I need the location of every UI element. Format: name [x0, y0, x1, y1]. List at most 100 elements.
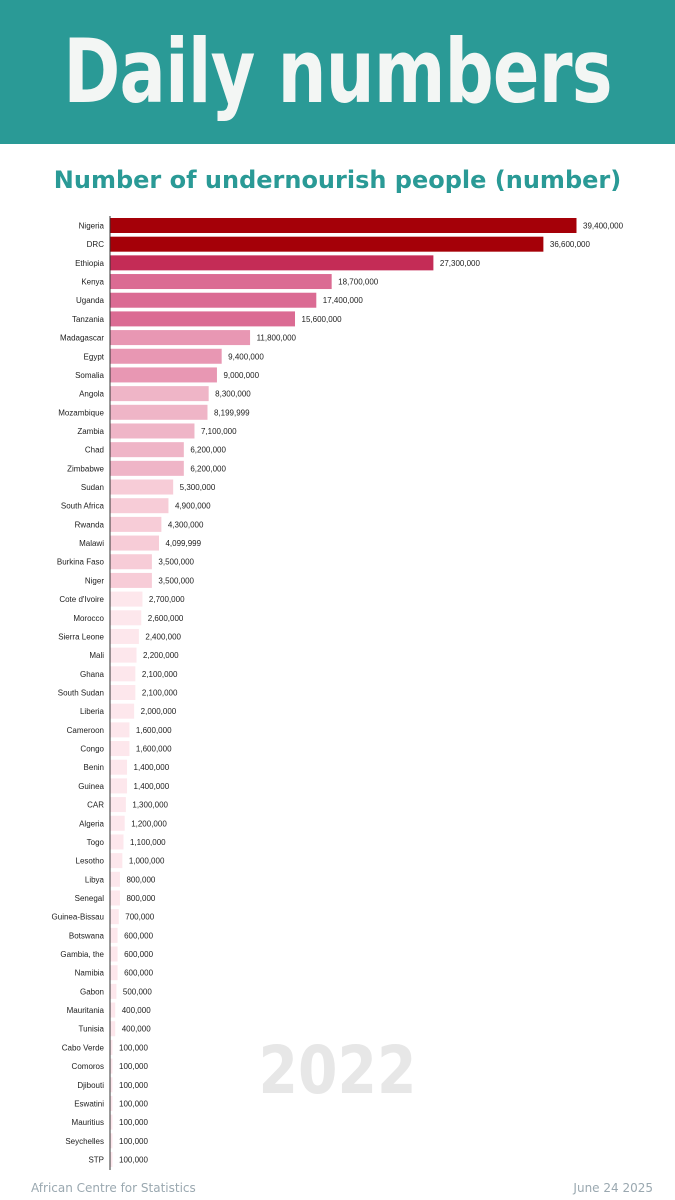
category-label: Niger — [85, 576, 104, 585]
category-label: Madagascar — [60, 334, 104, 343]
category-label: Zambia — [77, 427, 104, 436]
value-label: 9,000,000 — [223, 371, 259, 380]
bar — [110, 666, 136, 682]
value-label: 8,300,000 — [215, 390, 251, 399]
bar — [110, 498, 169, 514]
category-label: Angola — [79, 390, 104, 399]
value-label: 7,100,000 — [201, 427, 237, 436]
bar — [110, 1152, 113, 1167]
value-label: 5,300,000 — [180, 483, 216, 492]
category-label: Morocco — [73, 614, 104, 623]
category-label: Seychelles — [65, 1137, 104, 1146]
bar — [110, 1114, 113, 1130]
value-label: 11,800,000 — [257, 334, 297, 343]
value-label: 800,000 — [126, 875, 155, 884]
category-label: CAR — [87, 801, 104, 810]
bar — [110, 535, 159, 551]
value-label: 6,200,000 — [190, 464, 226, 473]
bar — [110, 572, 152, 588]
bar — [110, 628, 139, 644]
value-label: 1,400,000 — [134, 763, 170, 772]
category-label: Senegal — [75, 894, 105, 903]
category-label: Cote d'Ivoire — [59, 595, 104, 604]
bar — [110, 292, 317, 308]
bar — [110, 255, 434, 271]
value-label: 500,000 — [123, 987, 152, 996]
bar — [110, 1095, 113, 1111]
bar — [110, 741, 130, 757]
value-label: 600,000 — [124, 950, 153, 959]
value-label: 100,000 — [119, 1137, 148, 1146]
category-label: Ethiopia — [75, 259, 104, 268]
category-label: Egypt — [84, 352, 105, 361]
bar — [110, 386, 209, 402]
category-label: Tunisia — [79, 1025, 105, 1034]
bar — [110, 479, 174, 495]
category-label: Zimbabwe — [67, 464, 104, 473]
category-label: Libya — [85, 875, 105, 884]
bar — [110, 722, 130, 738]
bar — [110, 834, 124, 850]
bar-chart: Nigeria 39,400,000 DRC 36,600,000 Ethiopia 27… — [52, 216, 624, 1170]
category-label: Malawi — [79, 539, 104, 548]
value-label: 18,700,000 — [338, 278, 379, 287]
category-label: Botswana — [69, 931, 105, 940]
value-label: 17,400,000 — [323, 296, 364, 305]
category-label: Tanzania — [72, 315, 105, 324]
value-label: 400,000 — [122, 1006, 151, 1015]
bar — [110, 1039, 113, 1055]
bar — [110, 460, 184, 476]
category-label: Benin — [84, 763, 104, 772]
value-label: 8,199,999 — [214, 408, 250, 417]
value-label: 100,000 — [119, 1062, 148, 1071]
value-label: 800,000 — [126, 894, 155, 903]
category-label: STP — [88, 1156, 104, 1165]
category-label: Rwanda — [75, 520, 105, 529]
category-label: Gabon — [80, 987, 104, 996]
category-label: DRC — [87, 240, 105, 249]
page-title: Daily numbers — [63, 20, 612, 123]
value-label: 3,500,000 — [158, 558, 194, 567]
category-label: Lesotho — [76, 857, 105, 866]
value-label: 2,600,000 — [148, 614, 184, 623]
category-label: Somalia — [75, 371, 104, 380]
value-label: 4,300,000 — [168, 520, 204, 529]
value-label: 2,700,000 — [149, 595, 185, 604]
publish-date: June 24 2025 — [573, 1181, 653, 1195]
bar — [110, 404, 208, 420]
bar — [110, 311, 296, 327]
category-label: Togo — [87, 838, 105, 847]
bar — [110, 871, 120, 887]
bar — [110, 647, 137, 663]
category-label: Mozambique — [58, 408, 104, 417]
value-label: 1,600,000 — [136, 726, 172, 735]
value-label: 1,200,000 — [131, 819, 167, 828]
category-label: South Africa — [61, 502, 105, 511]
value-label: 2,200,000 — [143, 651, 179, 660]
value-label: 1,100,000 — [130, 838, 166, 847]
value-label: 100,000 — [119, 1081, 148, 1090]
bar — [110, 965, 118, 981]
bar — [110, 909, 119, 925]
category-label: Gambia, the — [60, 950, 104, 959]
bar — [110, 815, 125, 831]
chart-title: Number of undernourish people (number) — [53, 166, 622, 194]
category-label: Namibia — [75, 969, 105, 978]
value-label: 400,000 — [122, 1025, 151, 1034]
category-label: Sierra Leone — [58, 632, 104, 641]
bar — [110, 983, 117, 999]
value-label: 1,000,000 — [129, 857, 165, 866]
bar — [110, 236, 544, 252]
value-label: 1,300,000 — [132, 801, 168, 810]
value-label: 100,000 — [119, 1118, 148, 1127]
bar — [110, 367, 217, 383]
bar — [110, 759, 128, 775]
category-label: Cameroon — [67, 726, 104, 735]
bar — [110, 778, 128, 794]
value-label: 3,500,000 — [158, 576, 194, 585]
category-label: Sudan — [81, 483, 104, 492]
bar — [110, 274, 332, 290]
category-label: Eswatini — [74, 1099, 104, 1108]
value-label: 600,000 — [124, 931, 153, 940]
category-label: Uganda — [76, 296, 105, 305]
